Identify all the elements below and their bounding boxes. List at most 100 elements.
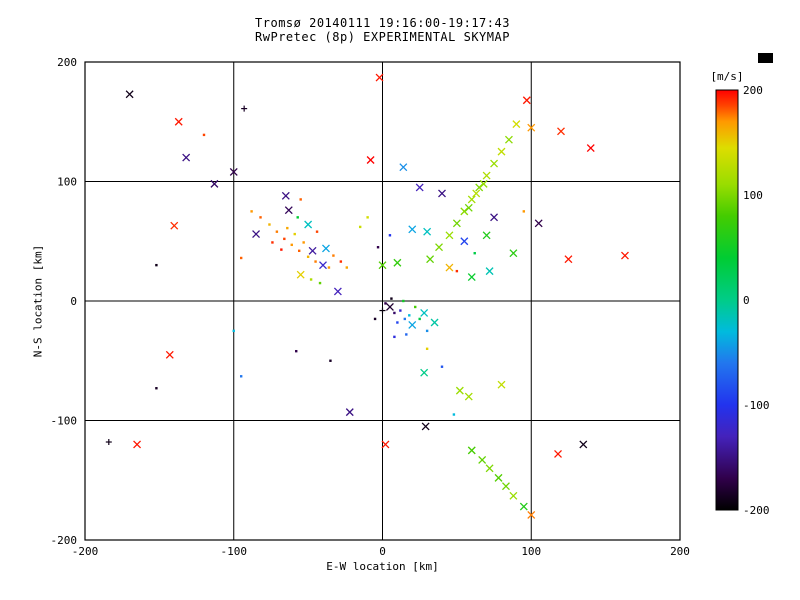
scatter-point <box>229 167 238 176</box>
scatter-point <box>408 225 417 234</box>
x-tick-label: 200 <box>670 545 690 558</box>
scatter-point <box>435 243 443 252</box>
scatter-point <box>425 347 429 350</box>
scatter-point <box>502 482 510 491</box>
scatter-point <box>414 305 417 309</box>
scatter-point <box>418 317 421 321</box>
scatter-point <box>408 314 411 317</box>
y-tick-label: 200 <box>57 56 77 69</box>
scatter-point <box>494 473 503 482</box>
scatter-point <box>423 227 432 236</box>
scatter-point <box>509 491 518 500</box>
scatter-point <box>318 281 322 285</box>
scatter-point <box>485 267 494 276</box>
scatter-point <box>464 392 473 401</box>
scatter-point <box>522 96 531 105</box>
scatter-point <box>268 223 271 226</box>
scatter-point <box>308 246 317 255</box>
x-tick-label: 0 <box>379 545 386 558</box>
x-axis-label: E-W location [km] <box>326 560 439 573</box>
scatter-point <box>415 183 424 192</box>
scatter-point <box>232 329 235 333</box>
scatter-point <box>174 117 183 126</box>
scatter-point <box>133 440 142 449</box>
scatter-point <box>283 237 286 241</box>
y-tick-label: 0 <box>70 295 77 308</box>
scatter-point <box>527 510 536 519</box>
scatter-point <box>399 163 408 172</box>
scatter-point <box>375 73 384 82</box>
scatter-point <box>165 350 174 359</box>
scatter-point <box>473 252 476 255</box>
scatter-point <box>455 269 459 273</box>
scatter-point <box>358 225 362 229</box>
scatter-point <box>460 237 469 246</box>
colorbar <box>715 89 739 511</box>
plot-frame <box>84 61 681 541</box>
scatter-point <box>564 255 573 264</box>
scatter-point <box>509 249 518 258</box>
scatter-point <box>426 255 435 264</box>
scatter-point <box>478 455 487 464</box>
scatter-point <box>381 440 390 449</box>
scatter-point <box>490 159 499 168</box>
scatter-point <box>373 317 377 321</box>
scatter-point <box>390 297 393 300</box>
scatter-point <box>345 408 354 417</box>
scatter-point <box>393 335 396 339</box>
colorbar-tick-label: 200 <box>743 84 763 97</box>
scatter-point <box>315 230 319 233</box>
scatter-point <box>393 258 402 267</box>
scatter-point <box>271 241 274 244</box>
scatter-point <box>405 333 408 336</box>
scatter-point <box>286 226 289 230</box>
x-tick-label: -200 <box>72 545 99 558</box>
scatter-point <box>332 254 335 257</box>
scatter-point <box>384 302 387 305</box>
scatter-point <box>296 216 299 219</box>
scatter-point <box>170 221 179 230</box>
scatter-point <box>299 198 302 201</box>
scatter-point <box>319 261 327 270</box>
scatter-point <box>284 206 293 215</box>
scatter-point <box>250 210 253 213</box>
scatter-point <box>452 413 456 416</box>
scatter-point <box>239 375 243 378</box>
scatter-point <box>519 502 528 511</box>
y-tick-label: -100 <box>51 415 78 428</box>
scatter-point <box>467 195 476 204</box>
scatter-point <box>586 144 595 152</box>
scatter-point <box>376 246 380 249</box>
colorbar-tick-label: 100 <box>743 189 763 202</box>
scatter-point <box>327 266 331 269</box>
scatter-point <box>534 219 543 228</box>
scatter-point <box>482 171 491 180</box>
scatter-point <box>430 318 439 327</box>
scatter-point <box>399 309 402 312</box>
scatter-point <box>182 153 191 162</box>
scatter-point <box>281 191 290 200</box>
scatter-point <box>306 255 310 258</box>
scatter-point <box>420 368 429 377</box>
scatter-point <box>239 256 243 260</box>
scatter-point <box>290 243 293 247</box>
scatter-point <box>455 386 464 395</box>
scatter-point <box>421 422 430 431</box>
scatter-point <box>490 213 499 222</box>
scatter-point <box>378 261 387 270</box>
scatter-point <box>155 263 158 267</box>
scatter-point <box>388 234 392 237</box>
scatter-point <box>485 464 494 473</box>
scatter-point <box>393 311 396 315</box>
colorbar-tick-label: -200 <box>743 504 770 517</box>
scatter-point <box>467 273 476 282</box>
scatter-point <box>105 439 112 446</box>
scatter-point <box>554 450 562 458</box>
scatter-point <box>379 307 386 314</box>
scatter-point <box>366 216 369 219</box>
colorbar-tick-label: 0 <box>743 294 750 307</box>
scatter-point <box>472 189 481 198</box>
scatter-point <box>385 303 394 311</box>
scatter-point <box>479 179 488 188</box>
scatter-point <box>304 220 313 229</box>
